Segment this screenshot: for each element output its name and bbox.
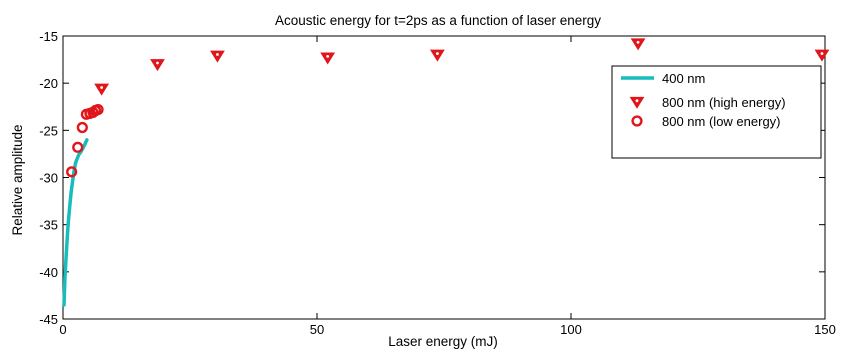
y-tick-label: -30 [39,171,58,186]
data-point [150,59,165,72]
data-point-center [820,52,824,55]
data-point [92,103,104,116]
x-tick-label: 100 [560,322,582,337]
data-point-center [636,40,640,44]
data-point [814,49,830,62]
y-axis-title: Relative amplitude [10,124,25,235]
data-point [66,166,78,178]
legend-item: 400 nm [621,71,705,86]
axis-tick-labels: 0 50 100 150 -45 -40 -35 -30 -25 -20 -15 [39,29,836,337]
y-tick-label: -35 [39,218,58,233]
legend-label: 800 nm (high energy) [662,95,786,110]
series-2 [66,103,104,178]
data-point-center [326,54,330,58]
legend-swatch [629,96,645,109]
legend: 400 nm 800 nm (high energy) 800 nm (low en… [611,65,822,159]
data-point-center [216,53,219,56]
legend-box [611,65,822,159]
legend-label: 800 nm (low energy) [662,114,781,129]
legend-item: 800 nm (low energy) [631,114,781,129]
axis-ticks [62,35,826,320]
data-point [72,141,84,153]
x-axis-title: Laser energy (mJ) [388,334,498,349]
legend-item: 800 nm (high energy) [629,95,786,110]
data-point [94,83,110,96]
legend-swatch-center [635,99,639,103]
data-point-center [156,61,159,65]
y-tick-label: -25 [39,123,58,138]
data-point-center [435,52,439,55]
y-tick-label: -15 [39,29,58,44]
y-tick-label: -20 [39,76,58,91]
legend-label: 400 nm [662,71,705,86]
data-point [630,38,646,51]
series-layer [62,38,830,307]
x-tick-label: 0 [59,322,66,337]
x-tick-label: 150 [814,322,836,337]
data-point [429,49,445,62]
chart-title: Acoustic energy for t=2ps as a function … [275,13,601,28]
data-point [210,50,225,63]
x-tick-label: 50 [310,322,324,337]
legend-swatch [631,115,643,127]
y-tick-label: -40 [39,265,58,280]
data-point [320,52,336,65]
series-1 [94,38,830,96]
y-tick-label: -45 [39,312,58,327]
data-point [76,121,88,134]
data-point-center [100,86,104,89]
